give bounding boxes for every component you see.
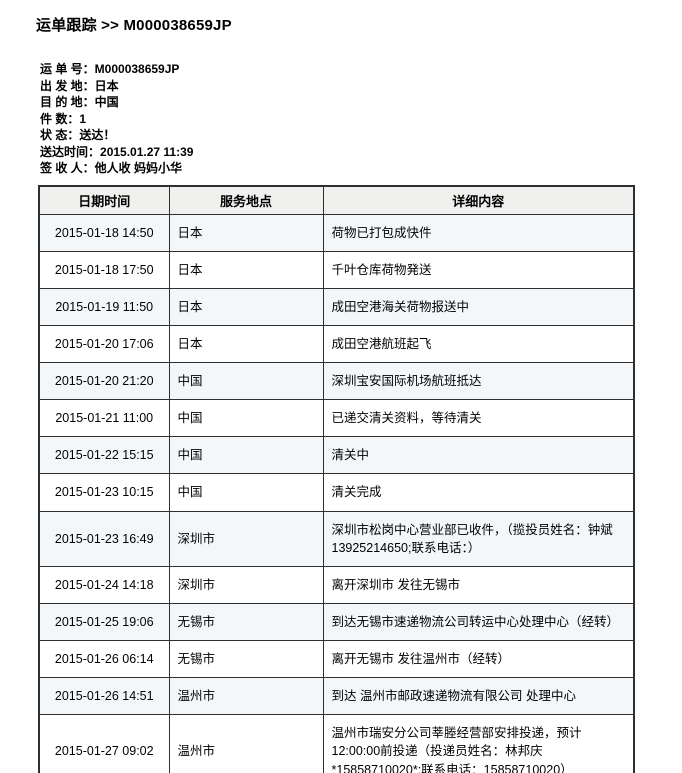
cell-detail: 到达 温州市邮政速递物流有限公司 处理中心: [322, 677, 635, 716]
info-line: 出 发 地：日本: [40, 78, 682, 95]
cell-datetime: 2015-01-18 17:50: [38, 250, 170, 289]
info-value: 他人收 妈妈小华: [94, 161, 183, 175]
cell-detail: 离开无锡市 发往温州市（经转）: [322, 639, 635, 679]
info-line: 目 的 地：中国: [40, 94, 682, 111]
cell-location: 深圳市: [168, 565, 324, 604]
cell-location: 日本: [168, 250, 324, 289]
info-line: 件 数：1: [40, 111, 682, 128]
cell-detail: 清关中: [322, 436, 635, 475]
table-row: 2015-01-27 09:02 温州市 温州市瑞安分公司莘塍经营部安排投递，预…: [38, 714, 635, 773]
tracking-table: 日期时间 服务地点 详细内容 2015-01-18 14:50 日本 荷物已打包…: [38, 184, 635, 773]
cell-datetime: 2015-01-26 06:14: [38, 639, 170, 679]
info-label: 状 态：: [40, 128, 80, 142]
table-row: 2015-01-20 17:06 日本 成田空港航班起飞: [38, 324, 635, 364]
cell-detail: 离开深圳市 发往无锡市: [322, 565, 635, 604]
cell-location: 深圳市: [168, 510, 324, 567]
column-header-datetime: 日期时间: [38, 185, 170, 215]
table-row: 2015-01-26 14:51 温州市 到达 温州市邮政速递物流有限公司 处理…: [38, 677, 635, 716]
info-line: 状 态：送达！: [40, 127, 682, 144]
cell-datetime: 2015-01-26 14:51: [38, 677, 170, 716]
cell-datetime: 2015-01-23 16:49: [38, 510, 170, 567]
cell-datetime: 2015-01-23 10:15: [38, 473, 170, 512]
info-label: 送达时间：: [40, 144, 101, 159]
cell-location: 中国: [168, 399, 324, 438]
info-value: M000038659JP: [94, 62, 180, 76]
cell-datetime: 2015-01-21 11:00: [38, 399, 170, 438]
info-label: 目 的 地：: [40, 95, 95, 109]
table-row: 2015-01-20 21:20 中国 深圳宝安国际机场航班抵达: [38, 361, 635, 401]
cell-location: 无锡市: [168, 602, 324, 642]
cell-detail: 成田空港航班起飞: [322, 324, 635, 364]
cell-datetime: 2015-01-19 11:50: [38, 287, 170, 326]
cell-detail: 成田空港海关荷物报送中: [322, 287, 635, 326]
cell-location: 温州市: [168, 714, 324, 773]
tracking-table-body: 2015-01-18 14:50 日本 荷物已打包成快件 2015-01-18 …: [38, 213, 635, 773]
cell-detail: 荷物已打包成快件: [322, 213, 635, 252]
cell-detail: 清关完成: [322, 473, 635, 512]
column-header-location: 服务地点: [168, 185, 324, 215]
page-title: 运单跟踪 >> M000038659JP: [36, 17, 232, 34]
info-value: 1: [79, 111, 87, 126]
cell-location: 日本: [168, 287, 324, 326]
column-header-detail: 详细内容: [322, 185, 635, 215]
cell-datetime: 2015-01-18 14:50: [38, 213, 170, 252]
info-value: 中国: [94, 95, 119, 109]
info-value: 2015.01.27 11:39: [100, 144, 194, 159]
cell-detail: 深圳市松岗中心营业部已收件，（揽投员姓名：钟斌 13925214650;联系电话…: [322, 510, 635, 567]
cell-datetime: 2015-01-22 15:15: [38, 436, 170, 475]
table-row: 2015-01-19 11:50 日本 成田空港海关荷物报送中: [38, 287, 635, 326]
cell-datetime: 2015-01-20 17:06: [38, 324, 170, 364]
table-row: 2015-01-24 14:18 深圳市 离开深圳市 发往无锡市: [38, 565, 635, 604]
info-line: 运 单 号：M000038659JP: [40, 61, 682, 78]
cell-datetime: 2015-01-27 09:02: [38, 714, 170, 773]
table-row: 2015-01-26 06:14 无锡市 离开无锡市 发往温州市（经转）: [38, 639, 635, 679]
cell-location: 中国: [168, 436, 324, 475]
info-label: 件 数：: [40, 111, 80, 126]
table-row: 2015-01-18 14:50 日本 荷物已打包成快件: [38, 213, 635, 252]
info-label: 出 发 地：: [40, 78, 95, 93]
info-label: 运 单 号：: [40, 62, 95, 76]
table-row: 2015-01-22 15:15 中国 清关中: [38, 436, 635, 475]
cell-datetime: 2015-01-25 19:06: [38, 602, 170, 642]
cell-location: 中国: [168, 473, 324, 512]
shipment-info: 运 单 号：M000038659JP 出 发 地：日本 目 的 地：中国 件 数…: [40, 61, 682, 177]
cell-datetime: 2015-01-24 14:18: [38, 565, 170, 604]
table-row: 2015-01-21 11:00 中国 已递交清关资料，等待清关: [38, 399, 635, 438]
cell-location: 日本: [168, 213, 324, 252]
info-value: 日本: [94, 78, 119, 93]
header-row: 日期时间 服务地点 详细内容: [38, 185, 635, 215]
cell-detail: 千叶仓库荷物発送: [322, 250, 635, 289]
cell-detail: 深圳宝安国际机场航班抵达: [322, 361, 635, 401]
table-row: 2015-01-18 17:50 日本 千叶仓库荷物発送: [38, 250, 635, 289]
cell-datetime: 2015-01-20 21:20: [38, 361, 170, 401]
info-label: 签 收 人：: [40, 161, 95, 175]
cell-location: 温州市: [168, 677, 324, 716]
cell-location: 日本: [168, 324, 324, 364]
info-line: 签 收 人：他人收 妈妈小华: [40, 160, 682, 177]
info-line: 送达时间：2015.01.27 11:39: [40, 144, 682, 161]
cell-detail: 温州市瑞安分公司莘塍经营部安排投递，预计12:00:00前投递（投递员姓名：林邦…: [322, 714, 635, 773]
cell-detail: 已递交清关资料，等待清关: [322, 399, 635, 438]
cell-location: 中国: [168, 361, 324, 401]
table-row: 2015-01-23 16:49 深圳市 深圳市松岗中心营业部已收件，（揽投员姓…: [38, 510, 635, 567]
table-row: 2015-01-23 10:15 中国 清关完成: [38, 473, 635, 512]
tracking-table-head: 日期时间 服务地点 详细内容: [38, 185, 635, 215]
cell-location: 无锡市: [168, 639, 324, 679]
info-value: 送达！: [79, 128, 116, 142]
cell-detail: 到达无锡市速递物流公司转运中心处理中心（经转）: [322, 602, 635, 642]
table-row: 2015-01-25 19:06 无锡市 到达无锡市速递物流公司转运中心处理中心…: [38, 602, 635, 642]
